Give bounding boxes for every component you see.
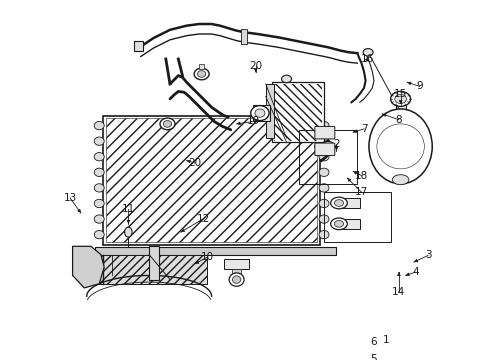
Ellipse shape <box>94 215 104 223</box>
Ellipse shape <box>94 153 104 161</box>
Ellipse shape <box>318 153 328 161</box>
Ellipse shape <box>232 276 240 283</box>
Bar <box>95 247 336 255</box>
Ellipse shape <box>324 144 331 149</box>
Ellipse shape <box>94 184 104 192</box>
Ellipse shape <box>318 121 328 130</box>
Ellipse shape <box>124 227 132 237</box>
Ellipse shape <box>250 105 268 121</box>
Bar <box>324 192 390 242</box>
Ellipse shape <box>390 91 410 107</box>
Ellipse shape <box>254 109 264 117</box>
Text: 3: 3 <box>424 251 430 260</box>
Ellipse shape <box>318 168 328 176</box>
Text: 12: 12 <box>196 214 209 224</box>
Text: 15: 15 <box>393 89 407 99</box>
Bar <box>149 246 159 280</box>
Bar <box>253 105 269 121</box>
Text: 10: 10 <box>201 252 214 262</box>
Bar <box>232 269 240 275</box>
Text: 4: 4 <box>411 267 418 277</box>
Text: 19: 19 <box>246 116 259 126</box>
Ellipse shape <box>318 137 328 145</box>
Text: 1: 1 <box>383 336 389 345</box>
Ellipse shape <box>229 273 244 286</box>
Bar <box>240 29 247 44</box>
Text: 16: 16 <box>360 54 373 64</box>
Bar <box>103 116 319 245</box>
Ellipse shape <box>197 71 205 77</box>
Text: 18: 18 <box>354 171 367 180</box>
Ellipse shape <box>334 220 343 227</box>
Ellipse shape <box>318 184 328 192</box>
FancyBboxPatch shape <box>314 143 334 156</box>
Polygon shape <box>72 246 104 288</box>
Text: 5: 5 <box>370 354 377 360</box>
Bar <box>338 198 359 208</box>
Bar <box>272 82 324 142</box>
Text: 20: 20 <box>249 60 262 71</box>
Bar <box>134 41 142 51</box>
Bar <box>199 64 203 69</box>
Ellipse shape <box>281 75 291 83</box>
Text: 13: 13 <box>63 193 77 203</box>
Ellipse shape <box>94 168 104 176</box>
Ellipse shape <box>318 230 328 239</box>
Ellipse shape <box>391 175 408 185</box>
Text: 17: 17 <box>354 187 367 197</box>
Bar <box>106 118 317 242</box>
Bar <box>338 219 359 229</box>
Text: 2: 2 <box>332 139 339 149</box>
Ellipse shape <box>321 141 334 152</box>
Bar <box>224 259 248 269</box>
Ellipse shape <box>368 109 431 184</box>
Ellipse shape <box>94 199 104 208</box>
Ellipse shape <box>94 137 104 145</box>
Ellipse shape <box>330 197 346 209</box>
Polygon shape <box>95 255 207 284</box>
Ellipse shape <box>160 118 175 130</box>
Ellipse shape <box>334 200 343 206</box>
Text: 20: 20 <box>188 158 201 168</box>
Ellipse shape <box>194 68 209 80</box>
Ellipse shape <box>394 94 406 104</box>
Bar <box>273 84 322 140</box>
Ellipse shape <box>94 230 104 239</box>
Text: 6: 6 <box>370 337 377 347</box>
Ellipse shape <box>318 215 328 223</box>
Ellipse shape <box>330 218 346 230</box>
Ellipse shape <box>363 49 372 56</box>
Text: 7: 7 <box>360 124 366 134</box>
Bar <box>265 84 273 138</box>
Ellipse shape <box>163 121 171 127</box>
Ellipse shape <box>318 199 328 208</box>
Ellipse shape <box>94 121 104 130</box>
FancyBboxPatch shape <box>314 126 334 139</box>
Text: 9: 9 <box>416 81 422 91</box>
Text: 14: 14 <box>391 287 405 297</box>
Text: 11: 11 <box>122 204 135 214</box>
Text: 8: 8 <box>395 115 402 125</box>
Bar <box>299 130 357 184</box>
